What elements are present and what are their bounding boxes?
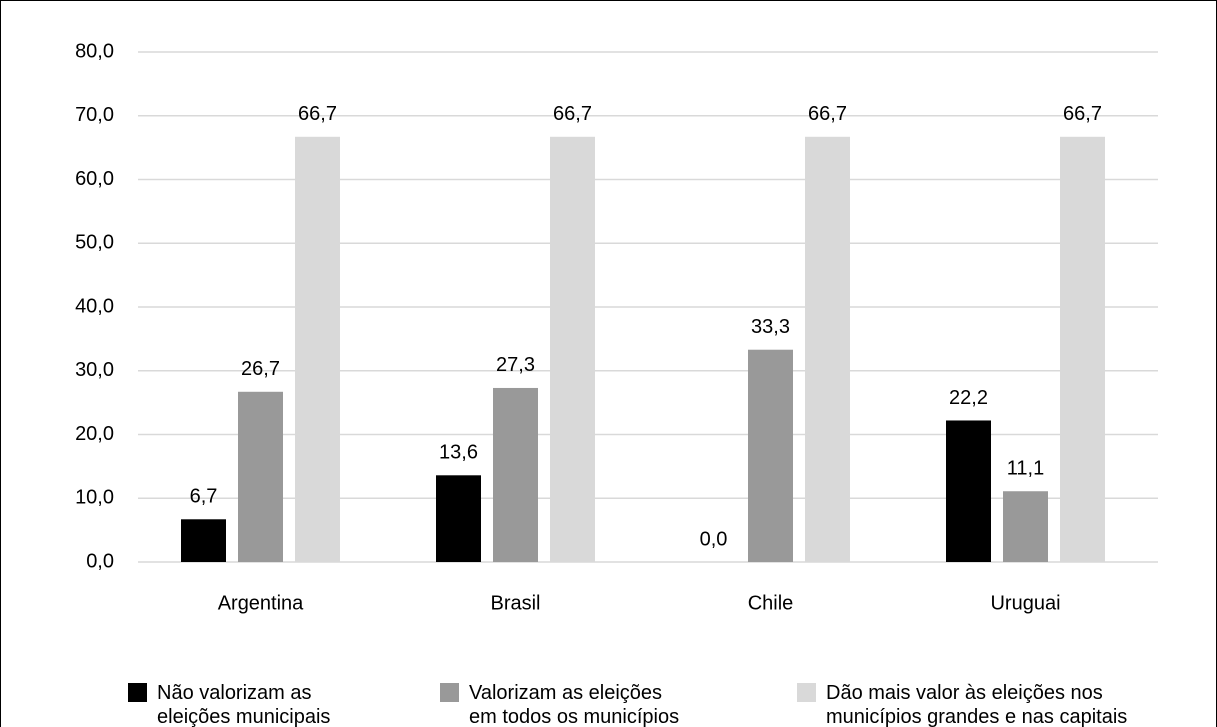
x-tick-label: Uruguai (990, 592, 1060, 614)
value-label: 13,6 (439, 442, 478, 464)
y-tick-label: 30,0 (75, 359, 114, 381)
x-tick-label: Argentina (218, 592, 304, 614)
y-tick-label: 50,0 (75, 232, 114, 254)
value-label: 33,3 (751, 316, 790, 338)
value-label: 26,7 (241, 358, 280, 380)
y-tick-label: 40,0 (75, 295, 114, 317)
y-tick-label: 20,0 (75, 423, 114, 445)
legend-item: Valorizam as eleições em todos os municí… (440, 681, 679, 727)
value-label: 22,2 (949, 387, 988, 409)
bar (436, 475, 481, 562)
value-label: 66,7 (553, 103, 592, 125)
value-label: 0,0 (700, 528, 728, 550)
value-label: 11,1 (1007, 458, 1044, 480)
x-tick-label: Brasil (490, 592, 540, 614)
bar (493, 387, 538, 562)
bar (748, 349, 793, 562)
value-label: 6,7 (190, 486, 218, 508)
y-tick-label: 60,0 (75, 168, 114, 190)
value-label: 66,7 (808, 103, 847, 125)
legend-item: Não valorizam as eleições municipais (128, 681, 330, 727)
bar (238, 391, 283, 562)
bar (550, 136, 595, 562)
value-label: 66,7 (1063, 103, 1102, 125)
bar (295, 136, 340, 562)
value-label: 66,7 (298, 103, 337, 125)
value-label: 27,3 (496, 354, 535, 376)
y-tick-label: 0,0 (86, 550, 114, 572)
legend-swatch (128, 683, 147, 702)
bar (805, 136, 850, 562)
legend-label: Não valorizam as eleições municipais (157, 682, 331, 727)
legend-label: Valorizam as eleições em todos os municí… (469, 682, 680, 727)
y-tick-label: 70,0 (75, 104, 114, 126)
legend-label: Dão mais valor às eleições nos município… (826, 682, 1128, 727)
legend-item: Dão mais valor às eleições nos município… (797, 681, 1127, 727)
bar (1003, 491, 1048, 562)
x-tick-label: Chile (748, 592, 794, 614)
bar (946, 420, 991, 562)
legend-swatch (440, 683, 459, 702)
legend-swatch (797, 683, 816, 702)
y-tick-label: 10,0 (75, 487, 114, 509)
bar (1060, 136, 1105, 562)
bar (181, 519, 226, 562)
y-tick-label: 80,0 (75, 40, 114, 62)
